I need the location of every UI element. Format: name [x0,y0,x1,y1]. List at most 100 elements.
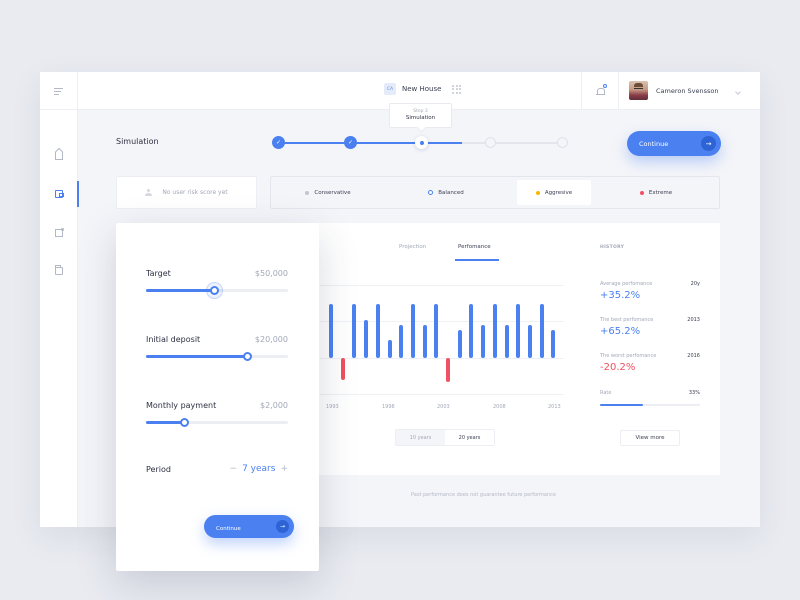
gridline [320,358,564,359]
stat-value: +35.2% [600,290,641,301]
chart-bar[interactable] [329,304,333,358]
sidebar-item-portfolio[interactable] [40,181,79,207]
chart-bar[interactable] [410,304,415,358]
tab-performance[interactable]: Perfomance [458,244,491,250]
range-10-years[interactable]: 10 years [396,430,445,445]
tooltip-step: Step 3 [413,109,428,114]
continue-button[interactable]: Continue → [627,131,721,156]
slider-fill [146,421,184,424]
tooltip-label: Simulation [405,115,436,121]
chart-bar[interactable] [539,304,544,358]
deposit-field: Initial deposit $20,000 [146,335,288,361]
minus-button[interactable]: − [229,464,238,474]
sidebar-item-folder[interactable] [40,258,78,284]
target-value: $50,000 [254,269,288,278]
sidebar-item-home[interactable] [40,143,78,169]
view-more-button[interactable]: View more [620,430,680,446]
apps-grid-icon[interactable] [452,84,462,94]
period-label: Period [146,465,171,474]
plus-button[interactable]: + [280,464,288,474]
slider-handle[interactable] [243,352,252,361]
chart-bar[interactable] [399,324,404,358]
hamburger-menu-icon [54,87,63,95]
dot-icon [535,190,540,195]
disclaimer: Past performance does not guarantee futu… [411,492,556,498]
step-1[interactable]: ✓ [272,136,285,149]
x-tick: 2003 [437,404,450,410]
sidebar [40,110,79,527]
menu-button[interactable] [40,72,78,110]
x-tick: 1998 [382,404,395,410]
slider-handle[interactable] [180,418,189,427]
project-selector[interactable]: CA New House [384,83,462,95]
rate-progress-bar [600,404,700,406]
sidebar-item-add[interactable] [40,220,78,246]
stat-tag: 2016 [687,353,700,359]
stepper-line-pending [462,142,562,144]
slider-handle[interactable] [210,286,219,295]
chart-bar[interactable] [446,358,450,383]
card-continue-button[interactable]: Continue → [204,515,294,538]
stat-rate: Rate 33% [600,390,700,396]
period-stepper: − 7 years + [230,464,288,474]
range-20-years[interactable]: 20 years [445,430,494,445]
risk-score-box[interactable]: No user risk score yet [116,176,257,209]
monthly-slider[interactable] [146,418,288,427]
folder-icon [55,265,63,275]
user-menu[interactable]: Cameron Svensson [629,81,719,100]
profile-aggresive[interactable]: Aggresive [517,180,591,205]
profile-extreme[interactable]: Extreme [601,180,711,205]
step-4[interactable] [485,137,496,148]
profile-label: Balanced [438,189,464,196]
chart-bar[interactable] [422,324,427,358]
chart-bar[interactable] [469,304,474,358]
active-tab-indicator [455,259,499,261]
avatar [629,81,648,100]
chart-bar[interactable] [457,329,462,358]
chart-bar[interactable] [434,304,439,358]
rate-progress-fill [600,404,643,406]
home-icon [55,152,63,160]
stat-label: The worst perfomance [600,353,657,359]
chart-bar[interactable] [375,304,380,358]
gridline [320,394,564,395]
step-tooltip: Step 3 Simulation [389,103,452,128]
chart-bar[interactable] [492,304,497,358]
step-2[interactable]: ✓ [344,136,357,149]
chart-bar[interactable] [527,324,532,358]
chart-bar[interactable] [352,304,357,358]
chart-bar[interactable] [481,324,486,358]
radio-icon [428,190,434,195]
stat-value: +65.2% [600,326,641,337]
simulation-card: Target $50,000 Initial deposit $20,000 M… [116,223,319,571]
step-5[interactable] [557,137,568,148]
stat-tag: 33% [688,390,700,396]
target-slider[interactable] [146,282,288,299]
chart-bar[interactable] [504,324,509,358]
monthly-label: Monthly payment [146,401,217,410]
profile-label: Conservative [314,189,351,196]
stat-label: Rate [600,390,612,396]
x-tick: 2008 [493,404,506,410]
stat-label: The best perfomance [600,317,654,323]
step-3[interactable] [415,136,428,149]
bell-icon [596,83,607,96]
profile-conservative[interactable]: Conservative [273,180,383,205]
chart-bar[interactable] [551,329,556,358]
gridline [320,321,564,322]
chart-bar[interactable] [340,358,345,381]
tab-projection[interactable]: Projection [399,244,427,250]
stepper-line-complete [278,142,462,144]
chevron-down-icon[interactable] [735,89,741,95]
chart-bar[interactable] [364,319,369,358]
arrow-right-icon: → [276,520,289,533]
notifications-button[interactable] [581,72,619,110]
wallet-icon [55,190,64,198]
profile-balanced[interactable]: Balanced [391,180,501,205]
profile-label: Extreme [648,189,673,196]
target-label: Target [146,269,171,278]
chart-bar[interactable] [516,304,521,358]
chart-bar[interactable] [387,339,392,358]
monthly-value: $2,000 [260,401,288,410]
deposit-slider[interactable] [146,352,288,361]
